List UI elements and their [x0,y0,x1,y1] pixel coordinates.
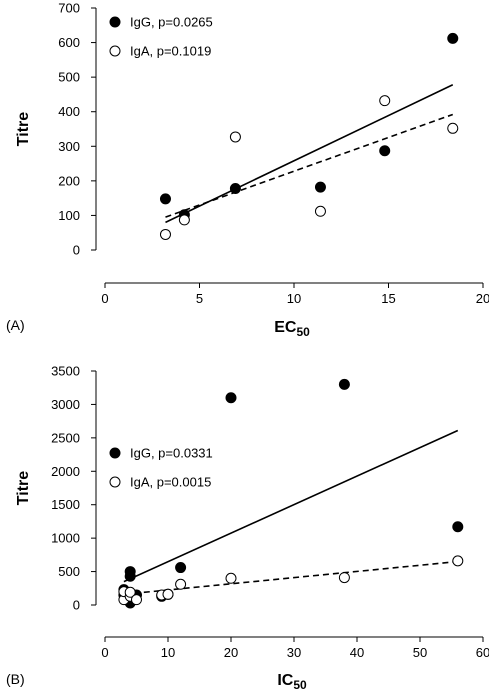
data-point-igg [452,521,464,533]
y-tick-label: 1500 [51,497,80,512]
data-point-igg [159,193,171,205]
chart-b: 0 500 1000 1500 2000 2500 3000 3500 0 10 20 30 40 50 6… [6,364,489,693]
y-axis-label: Titre [15,471,32,505]
y-tick-label: 2000 [51,464,80,479]
data-point-iga [314,205,326,217]
x-tick-label: 40 [350,645,364,660]
legend-marker [109,45,121,57]
fit-line-igg [123,429,459,583]
data-point-igg [175,562,187,574]
data-point-igg [447,32,459,44]
y-tick-label: 200 [58,173,80,188]
y-axis-label: Titre [15,112,32,146]
data-point-iga [159,228,171,240]
x-tick-label: 0 [101,291,108,306]
data-point-iga [178,214,190,226]
data-point-iga [124,586,136,598]
data-point-igg [225,392,237,404]
data-point-iga [379,95,391,107]
data-point-iga [162,588,174,600]
x-tick-label: 20 [224,645,238,660]
data-point-iga [229,131,241,143]
data-point-igg [379,145,391,157]
y-tick-label: 400 [58,104,80,119]
x-tick-label: 20 [476,291,489,306]
fit-line-iga [165,113,454,218]
legend-entry: IgA, p=0.1019 [130,44,211,59]
legend-entry: IgG, p=0.0331 [130,446,213,461]
y-tick-label: 600 [58,35,80,50]
x-axis-label: EC50 [274,319,310,339]
y-tick-label: 3500 [51,364,80,379]
legend-entry: IgA, p=0.0015 [130,475,211,490]
data-point-igg [229,182,241,194]
data-point-iga [452,555,464,567]
x-tick-label: 0 [101,645,108,660]
legend-marker [109,16,121,28]
panel-label: (B) [6,671,25,687]
legend-marker [109,447,121,459]
x-tick-label: 5 [196,291,203,306]
data-point-iga [175,578,187,590]
data-point-igg [338,378,350,390]
y-tick-label: 3000 [51,397,80,412]
data-point-igg [314,181,326,193]
legend-marker [109,476,121,488]
y-tick-label: 500 [58,564,80,579]
y-tick-label: 2500 [51,430,80,445]
x-axis-label: IC50 [277,672,307,692]
y-tick-label: 1000 [51,531,80,546]
data-point-iga [447,122,459,134]
data-point-igg [124,566,136,578]
x-tick-label: 60 [476,645,489,660]
x-tick-label: 10 [287,291,301,306]
y-tick-label: 500 [58,70,80,85]
y-tick-label: 100 [58,208,80,223]
x-tick-label: 15 [381,291,395,306]
x-tick-label: 30 [287,645,301,660]
fit-line-iga [123,560,458,596]
x-tick-label: 10 [161,645,175,660]
panel-label: (A) [6,317,25,333]
chart-a: 0 100 200 300 400 500 600 700 0 5 10 15 20 EC50 Titre (… [6,1,489,340]
y-tick-label: 0 [73,598,80,613]
data-point-iga [131,594,142,606]
data-point-iga [338,572,350,584]
y-tick-label: 700 [58,1,80,16]
y-tick-label: 0 [73,243,80,258]
legend-entry: IgG, p=0.0265 [130,15,213,30]
y-tick-label: 300 [58,139,80,154]
data-point-iga [225,572,237,584]
x-tick-label: 50 [413,645,427,660]
